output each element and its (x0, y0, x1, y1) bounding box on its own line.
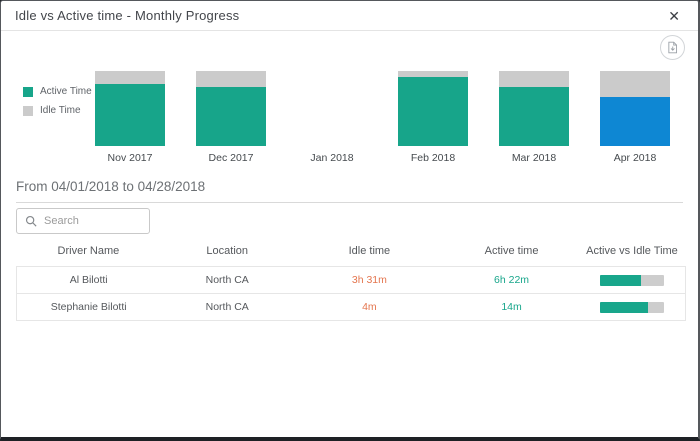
month-label: Jan 2018 (310, 152, 354, 164)
table-row: Stephanie Bilotti North CA 4m 14m (16, 293, 687, 321)
location-cell: North CA (160, 293, 295, 321)
month-label: Feb 2018 (410, 152, 456, 164)
table-header-row: Driver Name Location Idle time Active ti… (17, 239, 686, 267)
active-time-cell: 14m (444, 293, 579, 321)
chart-column-nov-2017[interactable]: Nov 2017 (95, 71, 165, 164)
active-time-swatch (23, 86, 33, 97)
chart-column-feb-2018[interactable]: Feb 2018 (398, 71, 468, 164)
active-vs-idle-bar (599, 301, 664, 313)
col-active-vs-idle: Active vs Idle Time (586, 245, 678, 257)
idle-segment (600, 71, 670, 98)
close-icon[interactable]: ✕ (664, 7, 684, 25)
chart-column-apr-2018[interactable]: Apr 2018 (600, 71, 670, 164)
chart-column-dec-2017[interactable]: Dec 2017 (196, 71, 266, 164)
legend-label: Active Time (40, 86, 92, 97)
legend-item-active-time[interactable]: Active Time (23, 86, 92, 97)
active-segment (600, 97, 670, 146)
month-label: Nov 2017 (107, 152, 153, 164)
active-portion (599, 274, 641, 286)
chart-legend: Active Time Idle Time (23, 86, 92, 124)
month-label: Dec 2017 (208, 152, 254, 164)
active-segment (95, 83, 165, 146)
active-vs-idle-cell (578, 293, 687, 321)
chart-bars: Nov 2017 Dec 2017 Jan 2018 Feb 2018 Mar 2018… (95, 71, 670, 164)
drivers-table: Driver Name Location Idle time Active ti… (16, 239, 687, 321)
search-box (16, 208, 150, 234)
dialog-title: Idle vs Active time - Monthly Progress (15, 8, 240, 23)
active-segment (398, 77, 468, 146)
period-divider (16, 202, 683, 203)
driver-name-cell: Al Bilotti (16, 266, 161, 294)
legend-label: Idle Time (40, 105, 81, 116)
idle-segment (398, 71, 468, 77)
period-heading: From 04/01/2018 to 04/28/2018 (16, 179, 206, 194)
dialog-header: Idle vs Active time - Monthly Progress ✕ (1, 1, 698, 31)
active-segment (499, 86, 569, 146)
idle-time-cell: 3h 31m (294, 266, 445, 294)
search-input[interactable] (44, 215, 141, 227)
month-label: Mar 2018 (511, 152, 557, 164)
col-driver-name: Driver Name (57, 245, 120, 257)
export-report-button[interactable] (660, 35, 685, 60)
export-document-icon (666, 41, 679, 54)
idle-segment (196, 71, 266, 87)
active-time-cell: 6h 22m (444, 266, 579, 294)
table-row: Al Bilotti North CA 3h 31m 6h 22m (16, 266, 687, 294)
col-location: Location (206, 245, 249, 257)
driver-name-cell: Stephanie Bilotti (16, 293, 161, 321)
active-vs-idle-bar (599, 274, 664, 286)
active-portion (599, 301, 648, 313)
idle-time-swatch (23, 105, 33, 116)
chart-column-jan-2018[interactable]: Jan 2018 (297, 71, 367, 164)
idle-time-cell: 4m (294, 293, 445, 321)
col-active-time: Active time (484, 245, 539, 257)
idle-segment (95, 71, 165, 84)
chart-column-mar-2018[interactable]: Mar 2018 (499, 71, 569, 164)
active-vs-idle-cell (578, 266, 687, 294)
idle-segment (499, 71, 569, 87)
search-icon (25, 215, 37, 227)
col-idle-time: Idle time (348, 245, 391, 257)
location-cell: North CA (160, 266, 295, 294)
month-label: Apr 2018 (613, 152, 657, 164)
legend-item-idle-time[interactable]: Idle Time (23, 105, 92, 116)
active-segment (196, 86, 266, 146)
